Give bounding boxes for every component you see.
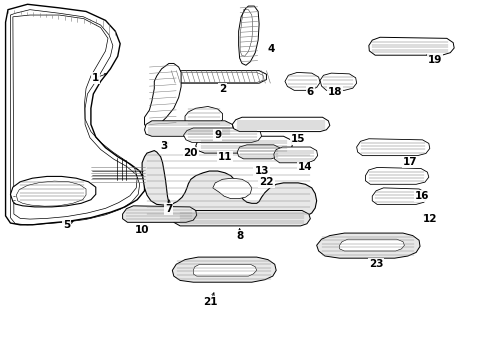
Text: 4: 4 <box>267 44 274 54</box>
Text: 22: 22 <box>259 177 273 187</box>
Text: 16: 16 <box>414 191 429 201</box>
Text: 9: 9 <box>214 130 221 140</box>
Text: 14: 14 <box>298 162 312 172</box>
Text: 19: 19 <box>427 55 441 65</box>
Polygon shape <box>193 264 256 276</box>
Polygon shape <box>285 72 320 90</box>
Text: 15: 15 <box>290 134 305 144</box>
Polygon shape <box>365 167 428 184</box>
Text: 5: 5 <box>63 220 70 230</box>
Polygon shape <box>368 37 453 55</box>
Polygon shape <box>144 121 233 136</box>
Polygon shape <box>232 117 329 132</box>
Polygon shape <box>172 257 276 282</box>
Text: 21: 21 <box>203 297 217 307</box>
Text: 12: 12 <box>422 215 436 224</box>
Polygon shape <box>122 206 196 222</box>
Polygon shape <box>371 188 427 204</box>
Polygon shape <box>212 178 251 199</box>
Text: 10: 10 <box>135 225 149 235</box>
Text: 18: 18 <box>327 87 341 97</box>
Text: 17: 17 <box>402 157 417 167</box>
Polygon shape <box>170 71 266 83</box>
Polygon shape <box>144 63 181 128</box>
Polygon shape <box>5 4 144 225</box>
Text: 23: 23 <box>368 259 383 269</box>
Text: 11: 11 <box>217 152 232 162</box>
Polygon shape <box>173 211 310 226</box>
Polygon shape <box>142 150 316 219</box>
Text: 2: 2 <box>219 84 226 94</box>
Polygon shape <box>316 233 419 258</box>
Text: 20: 20 <box>183 148 198 158</box>
Text: 13: 13 <box>254 166 268 176</box>
Polygon shape <box>10 176 96 207</box>
Polygon shape <box>339 239 404 251</box>
Polygon shape <box>320 73 356 90</box>
Text: 7: 7 <box>165 204 172 214</box>
Text: 3: 3 <box>160 141 167 151</box>
Polygon shape <box>183 128 261 142</box>
Text: 8: 8 <box>236 231 243 240</box>
Polygon shape <box>195 136 292 153</box>
Polygon shape <box>238 6 259 65</box>
Polygon shape <box>356 139 429 156</box>
Text: 6: 6 <box>306 87 313 97</box>
Polygon shape <box>273 147 317 163</box>
Polygon shape <box>184 107 222 127</box>
Text: 1: 1 <box>92 73 99 83</box>
Polygon shape <box>237 145 281 159</box>
